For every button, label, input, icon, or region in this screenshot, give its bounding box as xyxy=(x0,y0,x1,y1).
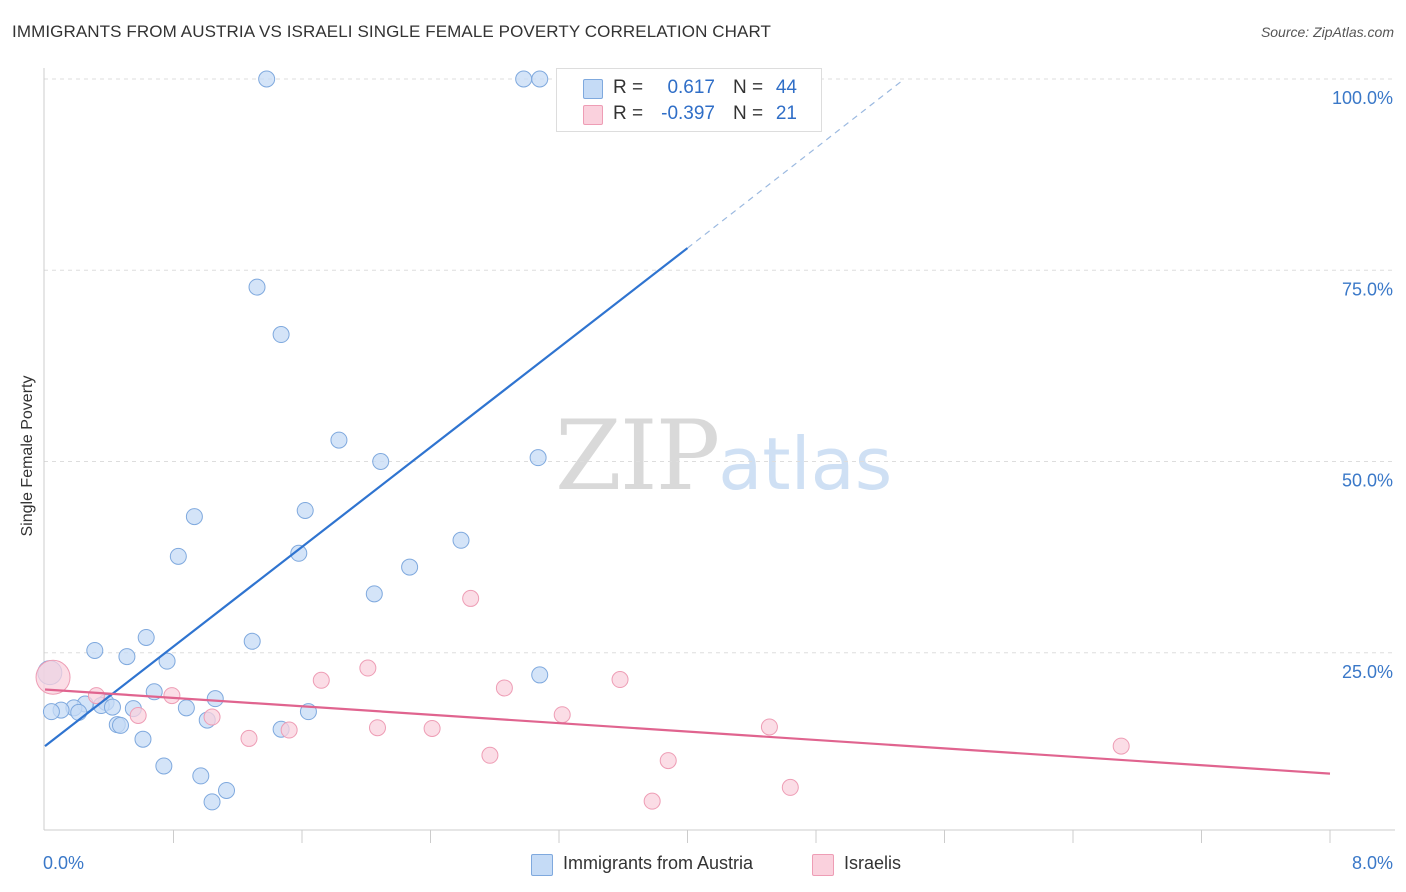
watermark-zip: ZIP xyxy=(555,400,720,512)
point-israeli xyxy=(481,746,499,764)
legend-r-label: R = xyxy=(613,77,644,98)
stats-legend: R = 0.617 N = 44 R = -0.397 N = 21 xyxy=(556,68,822,132)
point-austria xyxy=(218,781,236,799)
y-tick-label: 100.0% xyxy=(1332,88,1393,108)
point-austria xyxy=(515,70,533,88)
point-austria xyxy=(452,531,470,549)
point-israeli xyxy=(1112,737,1130,755)
point-austria xyxy=(42,703,60,721)
point-austria xyxy=(206,690,224,708)
point-austria xyxy=(372,453,390,470)
point-austria xyxy=(192,767,210,785)
point-austria xyxy=(155,757,173,775)
point-israeli xyxy=(781,778,799,796)
bottom-legend-label-austria: Immigrants from Austria xyxy=(563,853,754,873)
point-israeli xyxy=(129,706,147,724)
point-israeli xyxy=(495,679,513,697)
point-austria xyxy=(86,641,104,659)
bottom-legend-swatch-israelis xyxy=(812,854,834,876)
x-tick-label: 8.0% xyxy=(1352,853,1393,873)
point-israeli xyxy=(462,589,480,607)
point-israeli xyxy=(423,719,441,737)
point-israeli xyxy=(611,671,629,689)
point-israeli xyxy=(35,659,71,695)
point-austria xyxy=(248,278,266,296)
watermark-logo: ZIPatlas xyxy=(555,400,892,512)
legend-r-value: -0.397 xyxy=(661,103,715,124)
point-austria xyxy=(70,703,88,721)
point-austria xyxy=(111,716,129,734)
point-austria xyxy=(330,431,348,449)
bottom-legend-swatch-austria xyxy=(531,854,553,876)
point-austria xyxy=(529,449,547,467)
point-austria xyxy=(203,793,221,811)
legend-n-value: 44 xyxy=(775,77,797,98)
point-austria xyxy=(258,70,276,88)
point-austria xyxy=(177,699,195,717)
y-tick-label: 75.0% xyxy=(1342,279,1393,299)
point-israeli xyxy=(312,671,330,689)
chart-source: Source: ZipAtlas.com xyxy=(1260,24,1394,40)
point-austria xyxy=(531,70,549,88)
point-austria xyxy=(401,558,419,576)
point-austria xyxy=(531,666,549,684)
point-israeli xyxy=(643,792,661,810)
point-austria xyxy=(158,652,176,670)
point-israeli xyxy=(359,659,377,677)
point-austria xyxy=(243,632,261,650)
legend-r-value: 0.617 xyxy=(667,77,715,98)
point-israeli xyxy=(163,687,181,705)
point-austria xyxy=(169,547,187,565)
bottom-legend-label-israelis: Israelis xyxy=(844,853,902,873)
trendline-austria xyxy=(44,247,689,747)
legend-row-austria: R = 0.617 N = 44 xyxy=(557,75,821,101)
legend-swatch-austria xyxy=(583,79,603,99)
legend-n-value: 21 xyxy=(775,103,797,124)
point-austria xyxy=(365,585,383,603)
x-tick-label: 0.0% xyxy=(43,853,84,873)
point-israeli xyxy=(553,706,571,724)
point-austria xyxy=(185,508,203,526)
point-israeli xyxy=(203,708,221,726)
legend-row-israelis: R = -0.397 N = 21 xyxy=(557,101,821,127)
legend-n-label: N = xyxy=(733,103,764,124)
y-tick-label: 25.0% xyxy=(1342,662,1393,682)
chart-title: IMMIGRANTS FROM AUSTRIA VS ISRAELI SINGL… xyxy=(12,22,772,41)
point-israeli xyxy=(659,752,677,770)
point-austria xyxy=(296,501,314,519)
watermark-atlas: atlas xyxy=(718,422,893,506)
legend-r-label: R = xyxy=(613,103,644,124)
point-austria xyxy=(103,698,121,716)
legend-n-label: N = xyxy=(733,77,764,98)
point-austria xyxy=(137,628,155,646)
point-austria xyxy=(118,648,136,666)
legend-swatch-israelis xyxy=(583,105,603,125)
trendline-israelis xyxy=(44,688,1331,775)
point-israeli xyxy=(760,718,778,736)
point-austria xyxy=(290,544,308,562)
point-austria xyxy=(272,326,290,344)
y-tick-label: 50.0% xyxy=(1342,471,1393,491)
point-israeli xyxy=(240,729,258,747)
point-israeli xyxy=(368,719,386,737)
point-israeli xyxy=(280,721,298,739)
trendline-austria-extension xyxy=(687,78,905,249)
point-austria xyxy=(134,730,152,748)
